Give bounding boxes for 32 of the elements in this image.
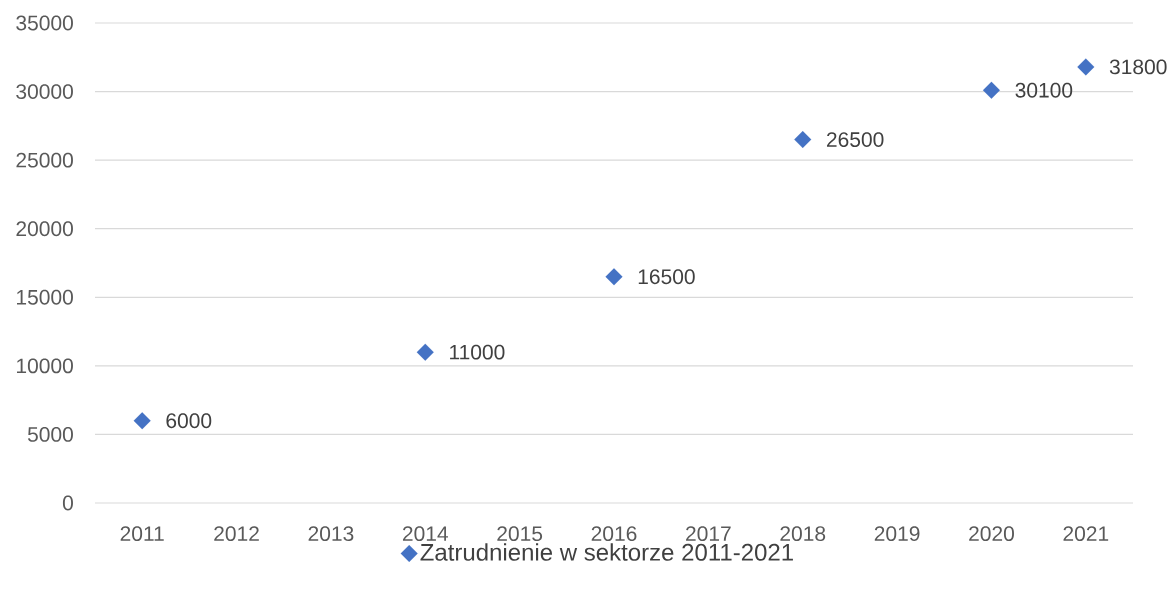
point xyxy=(982,81,1001,99)
point xyxy=(416,343,434,361)
y-tick-label: 0 xyxy=(62,495,73,511)
x-tick-label: 2020 xyxy=(969,526,1014,542)
point xyxy=(1077,58,1095,76)
data-label: 30100 xyxy=(1015,82,1073,98)
point xyxy=(133,412,151,430)
y-tick-label: 35000 xyxy=(16,15,73,31)
y-tick-label: 25000 xyxy=(16,152,73,168)
y-tick-label: 10000 xyxy=(17,358,73,374)
y-tick-label: 15000 xyxy=(17,289,73,305)
legend-label: Zatrudnienie w sektorze 2011-2021 xyxy=(420,543,793,561)
data-label: 31800 xyxy=(1109,59,1167,75)
y-tick-label: 30000 xyxy=(16,84,73,100)
x-tick-label: 2014 xyxy=(402,526,448,542)
y-tick-label: 5000 xyxy=(27,426,73,442)
data-label: 16500 xyxy=(638,269,695,285)
data-label: 6000 xyxy=(166,413,212,429)
x-tick-label: 2011 xyxy=(120,526,164,542)
x-tick-label: 2016 xyxy=(591,526,637,542)
point xyxy=(605,268,623,286)
x-tick-label: 2018 xyxy=(780,526,826,542)
data-label: 26500 xyxy=(826,132,884,148)
point xyxy=(794,131,812,149)
x-tick-label: 2021 xyxy=(1063,526,1109,542)
x-tick-label: 2012 xyxy=(214,526,259,542)
x-tick-label: 2017 xyxy=(686,526,731,542)
data-label: 11000 xyxy=(450,344,505,360)
x-tick-label: 2013 xyxy=(308,526,354,542)
x-tick-label: 2015 xyxy=(497,526,543,542)
x-tick-label: 2019 xyxy=(874,526,920,542)
y-tick-label: 20000 xyxy=(16,221,73,237)
